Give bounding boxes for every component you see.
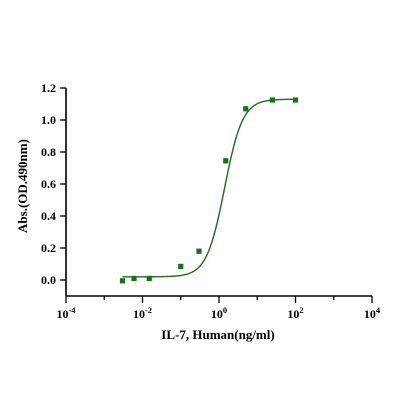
y-tick-label-6: 1.2 (41, 81, 56, 95)
data-points (119, 97, 299, 284)
x-axis-title: IL-7, Human(ng/ml) (161, 327, 274, 342)
y-tick-label-2: 0.4 (41, 209, 56, 223)
y-tick-label-4: 0.8 (41, 145, 56, 159)
axes (65, 88, 372, 297)
x-tick-label-4: 104 (364, 305, 381, 321)
data-point-0-1 (131, 275, 137, 281)
data-point-0-4 (196, 248, 202, 254)
x-tick-label-2: 100 (211, 305, 227, 321)
data-point-0-0 (119, 278, 126, 284)
y-tick-label-0: 0.0 (41, 273, 56, 287)
x-ticks: 10-4 10-2 100 102 104 (56, 296, 381, 321)
data-point-0-8 (292, 97, 299, 103)
y-tick-label-5: 1.0 (41, 113, 56, 127)
fit-curves (122, 98, 296, 278)
data-point-0-6 (243, 106, 249, 112)
y-tick-label-1: 0.2 (41, 241, 56, 255)
data-point-0-2 (146, 275, 152, 281)
y-tick-label-3: 0.6 (41, 177, 56, 191)
x-tick-label-0: 10-4 (56, 305, 76, 321)
data-point-0-7 (269, 97, 276, 103)
y-axis-title: Abs.(OD.490nm) (15, 139, 30, 233)
data-point-0-5 (223, 158, 229, 164)
y-ticks: 0.0 0.2 0.4 0.6 0.8 1.0 1.2 (41, 81, 66, 287)
x-tick-label-1: 10-2 (133, 305, 152, 321)
fit-curve-0 (122, 98, 296, 278)
x-tick-label-3: 102 (287, 305, 303, 321)
data-point-0-3 (178, 263, 184, 269)
